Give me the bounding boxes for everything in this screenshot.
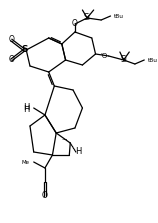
Text: Si: Si: [120, 56, 127, 64]
Text: O: O: [8, 56, 14, 64]
Text: tBu: tBu: [148, 58, 158, 62]
Text: Si: Si: [84, 14, 91, 23]
Text: O: O: [8, 35, 14, 45]
Text: H: H: [76, 147, 82, 157]
Text: O: O: [72, 19, 78, 29]
Text: ...: ...: [61, 135, 68, 141]
Text: O: O: [42, 192, 48, 200]
Text: 'O: 'O: [100, 53, 108, 59]
Text: Me: Me: [22, 159, 30, 165]
Text: H: H: [24, 103, 30, 112]
Text: S: S: [21, 45, 28, 54]
Text: tBu: tBu: [114, 14, 124, 19]
Text: H: H: [23, 105, 29, 114]
